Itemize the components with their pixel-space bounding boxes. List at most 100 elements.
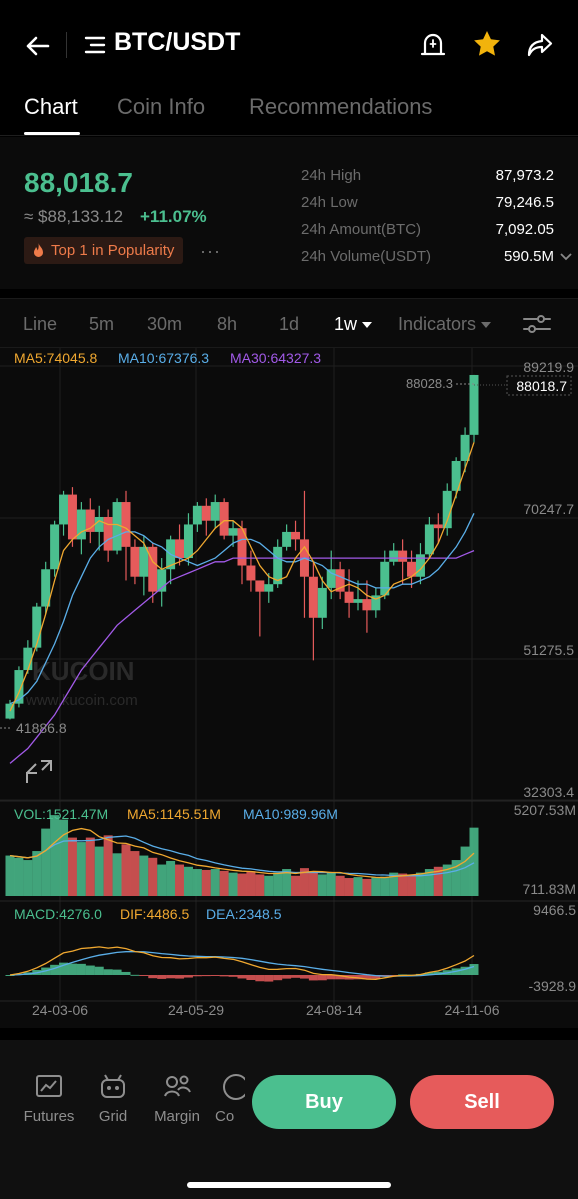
chart-area[interactable]: KUCOIN www.kucoin.com MA5:74045.8 MA10:6737… [0,348,578,1028]
volume-bar [192,869,202,896]
ma10-legend: MA10:67376.3 [118,350,209,366]
macd-histogram-bar [210,975,220,976]
back-arrow-icon[interactable] [22,30,54,62]
price-alert-icon[interactable] [420,31,446,59]
tab-chart[interactable]: Chart [24,94,78,119]
volume-bar [14,857,24,896]
candle-body [67,494,77,540]
volume-bar [210,869,220,896]
macd-histogram-bar [139,975,149,976]
volume-bar [219,870,229,896]
fullscreen-icon [26,760,52,783]
home-indicator [187,1182,391,1188]
macd-histogram-bar [103,969,113,975]
macd-legend: MACD:4276.0 [14,906,102,922]
candle-body [424,524,434,555]
candle-body [148,546,158,592]
macd-histogram-bar [50,964,60,975]
macd-histogram-bar [121,971,131,975]
buy-button[interactable]: Buy [252,1075,396,1129]
timeframe-bar: Line 5m 30m 8h 1d 1w Indicators [0,298,578,348]
nav-convert[interactable]: Co [205,1072,245,1125]
volume-bar [371,877,381,896]
candlestick-chart[interactable]: KUCOIN www.kucoin.com MA5:74045.8 MA10:6737… [0,348,578,1028]
candle-body [139,546,149,577]
indicators-dropdown[interactable]: Indicators [398,314,492,335]
macd-histogram-bar [460,966,470,975]
candle-body [112,502,122,551]
macd-histogram-bar [335,975,345,980]
timeframe-8h[interactable]: 8h [217,314,238,334]
volume-bar [451,860,461,896]
volume-bar [201,869,211,896]
macd-histogram-bar [130,974,140,976]
volume-bar [442,864,452,896]
trading-pair-title[interactable]: BTC/USDT [114,28,241,56]
tab-recommendations[interactable]: Recommendations [249,94,433,119]
menu-icon[interactable] [84,34,106,56]
candle-body [246,565,256,581]
stat-label-amount: 24h Amount(BTC) [301,221,422,238]
price-axis-label: 32303.4 [523,784,574,800]
macd-histogram-bar [201,975,211,977]
macd-axis-label: -3928.9 [529,978,577,994]
macd-histogram-bar [148,975,158,979]
volume-ma5-line [9,827,475,879]
time-axis-label: 24-03-06 [32,1002,88,1018]
candle-body [326,569,336,588]
macd-histogram-bar [299,975,309,979]
stat-value-high: 87,973.2 [495,167,554,184]
timeframe-1d[interactable]: 1d [279,314,300,334]
macd-histogram-bar [255,975,265,982]
nav-futures[interactable]: Futures [17,1072,81,1125]
macd-histogram-bar [85,965,95,975]
chart-settings-icon[interactable] [522,312,552,336]
ma5-legend: MA5:74045.8 [14,350,97,366]
macd-histogram-bar [371,975,381,979]
candle-body [451,460,461,491]
volume-bar [255,874,265,896]
volume-bar [308,871,318,896]
volume-bar [398,873,408,896]
timeframe-30m[interactable]: 30m [147,314,183,334]
volume-bar [148,857,158,896]
more-options-icon[interactable]: ··· [200,241,221,261]
tab-bar: Chart Coin Info Recommendations [0,92,578,136]
tab-coin-info[interactable]: Coin Info [117,94,206,119]
chevron-down-icon[interactable] [560,252,572,262]
timeframe-1w[interactable]: 1w [334,314,373,335]
volume-ma5-legend: MA5:1145.51M [127,806,221,822]
candle-body [291,531,301,540]
macd-histogram-bar [112,969,122,975]
candle-body [237,528,247,566]
popularity-badge[interactable]: Top 1 in Popularity [24,237,184,264]
timeframe-line[interactable]: Line [23,314,58,334]
header-divider [66,32,67,58]
margin-icon [164,1075,191,1097]
candle-body [94,516,104,532]
volume-bar [273,872,283,896]
nav-margin[interactable]: Margin [145,1072,209,1125]
candle-body [85,509,95,532]
timeframe-5m[interactable]: 5m [89,314,115,334]
candle-body [157,569,167,592]
macd-dif-line [9,946,475,980]
ma5-line [9,442,475,712]
macd-histogram-bar [291,975,301,978]
candle-body [130,546,140,577]
nav-grid[interactable]: Grid [81,1072,145,1125]
timeframe-1w-label: 1w [334,314,358,334]
stat-label-volume: 24h Volume(USDT) [301,248,432,265]
macd-histogram-bar [192,975,202,977]
share-icon[interactable] [526,31,554,59]
candle-body [380,561,390,596]
favorite-star-icon[interactable] [472,29,502,59]
volume-bar [50,815,60,896]
volume-bar [460,846,470,896]
header: BTC/USDT [0,0,578,90]
candle-body [415,554,425,577]
sell-button[interactable]: Sell [410,1075,554,1129]
volume-bar [380,876,390,896]
last-price-tag: 88018.7 [516,378,567,394]
volume-bar [183,866,193,896]
